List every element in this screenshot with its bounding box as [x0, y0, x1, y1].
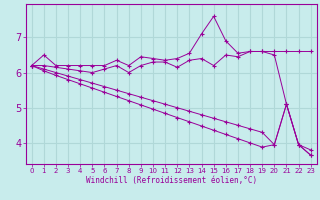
X-axis label: Windchill (Refroidissement éolien,°C): Windchill (Refroidissement éolien,°C): [86, 176, 257, 185]
